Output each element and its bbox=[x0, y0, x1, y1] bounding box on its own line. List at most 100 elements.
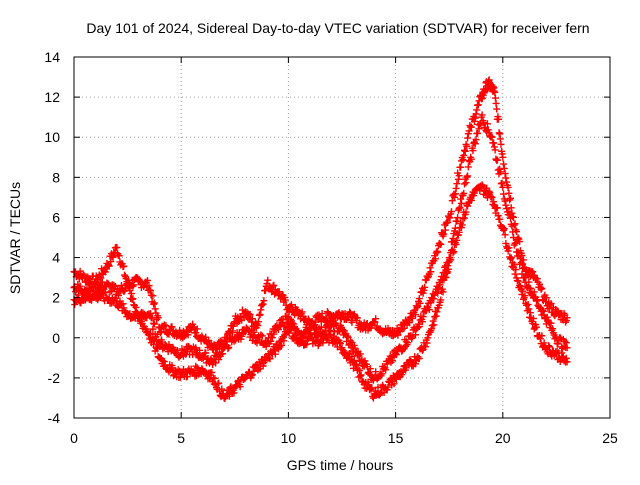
data-marker bbox=[86, 276, 94, 284]
data-marker bbox=[276, 343, 284, 351]
data-marker bbox=[529, 320, 537, 328]
data-marker bbox=[314, 331, 322, 339]
data-marker bbox=[430, 321, 438, 329]
data-marker bbox=[439, 288, 447, 296]
data-marker bbox=[467, 123, 475, 131]
data-marker bbox=[234, 377, 242, 385]
data-marker bbox=[405, 319, 413, 327]
data-marker bbox=[502, 174, 510, 182]
data-marker bbox=[150, 320, 158, 328]
data-marker bbox=[455, 205, 463, 213]
data-marker bbox=[549, 325, 557, 333]
data-marker bbox=[514, 277, 522, 285]
data-marker bbox=[427, 268, 435, 276]
data-marker bbox=[344, 350, 352, 358]
data-marker bbox=[462, 179, 470, 187]
data-marker bbox=[500, 190, 508, 198]
data-marker bbox=[421, 343, 429, 351]
data-marker bbox=[356, 367, 364, 375]
data-marker bbox=[248, 315, 256, 323]
data-marker bbox=[415, 295, 423, 303]
data-marker bbox=[532, 323, 540, 331]
data-marker bbox=[432, 312, 440, 320]
data-marker bbox=[254, 322, 262, 330]
data-marker bbox=[136, 313, 144, 321]
data-series bbox=[70, 76, 571, 354]
data-marker bbox=[111, 294, 119, 302]
data-marker bbox=[502, 201, 510, 209]
data-point bbox=[510, 234, 518, 241]
data-marker bbox=[204, 375, 212, 383]
data-marker bbox=[287, 315, 295, 323]
data-marker bbox=[478, 111, 486, 119]
data-marker bbox=[264, 338, 272, 346]
data-marker bbox=[416, 299, 424, 307]
x-axis-label: GPS time / hours bbox=[287, 457, 394, 473]
data-marker bbox=[281, 322, 289, 330]
data-marker bbox=[150, 299, 158, 307]
data-marker bbox=[461, 146, 469, 154]
data-marker bbox=[357, 371, 365, 379]
data-marker bbox=[536, 280, 544, 288]
data-marker bbox=[110, 281, 118, 289]
y-tick-label: 2 bbox=[52, 290, 60, 306]
data-marker bbox=[238, 332, 246, 340]
data-marker bbox=[287, 301, 295, 309]
data-marker bbox=[505, 208, 513, 216]
data-marker bbox=[501, 197, 509, 205]
data-marker bbox=[149, 292, 157, 300]
data-marker bbox=[189, 351, 197, 359]
data-marker bbox=[451, 190, 459, 198]
data-marker bbox=[474, 101, 482, 109]
data-marker bbox=[474, 129, 482, 137]
plot-frame bbox=[73, 56, 611, 419]
data-marker bbox=[453, 236, 461, 244]
data-marker bbox=[554, 340, 562, 348]
data-marker bbox=[257, 331, 265, 339]
data-marker bbox=[196, 346, 204, 354]
data-marker bbox=[222, 391, 230, 399]
data-marker bbox=[353, 314, 361, 322]
data-marker bbox=[372, 315, 380, 323]
data-marker bbox=[368, 384, 376, 392]
data-marker bbox=[258, 332, 266, 340]
data-marker bbox=[148, 314, 156, 322]
data-marker bbox=[444, 218, 452, 226]
data-marker bbox=[348, 318, 356, 326]
data-marker bbox=[495, 115, 503, 123]
data-marker bbox=[446, 214, 454, 222]
data-marker bbox=[486, 189, 494, 197]
data-marker bbox=[533, 275, 541, 283]
data-marker bbox=[533, 296, 541, 304]
data-marker bbox=[202, 333, 210, 341]
data-marker bbox=[526, 284, 534, 292]
grid-layer bbox=[74, 57, 610, 418]
data-marker bbox=[278, 292, 286, 300]
data-marker bbox=[192, 329, 200, 337]
data-marker bbox=[267, 337, 275, 345]
data-marker bbox=[470, 117, 478, 125]
data-marker bbox=[297, 330, 305, 338]
data-marker bbox=[444, 262, 452, 270]
data-marker bbox=[343, 332, 351, 340]
data-marker bbox=[425, 306, 433, 314]
x-tick-label: 5 bbox=[177, 430, 185, 446]
data-marker bbox=[514, 248, 522, 256]
data-marker bbox=[153, 344, 161, 352]
data-marker bbox=[511, 270, 519, 278]
data-marker bbox=[419, 313, 427, 321]
x-tick-label: 25 bbox=[602, 430, 618, 446]
data-marker bbox=[192, 344, 200, 352]
data-marker bbox=[473, 106, 481, 114]
data-marker bbox=[458, 221, 466, 229]
data-marker bbox=[493, 105, 501, 113]
data-marker bbox=[255, 318, 263, 326]
data-marker bbox=[414, 324, 422, 332]
data-marker bbox=[147, 329, 155, 337]
data-marker bbox=[475, 125, 483, 133]
data-marker bbox=[497, 168, 505, 176]
data-marker bbox=[561, 337, 569, 345]
y-tick-label: 6 bbox=[52, 209, 60, 225]
data-marker bbox=[400, 324, 408, 332]
data-marker bbox=[457, 199, 465, 207]
